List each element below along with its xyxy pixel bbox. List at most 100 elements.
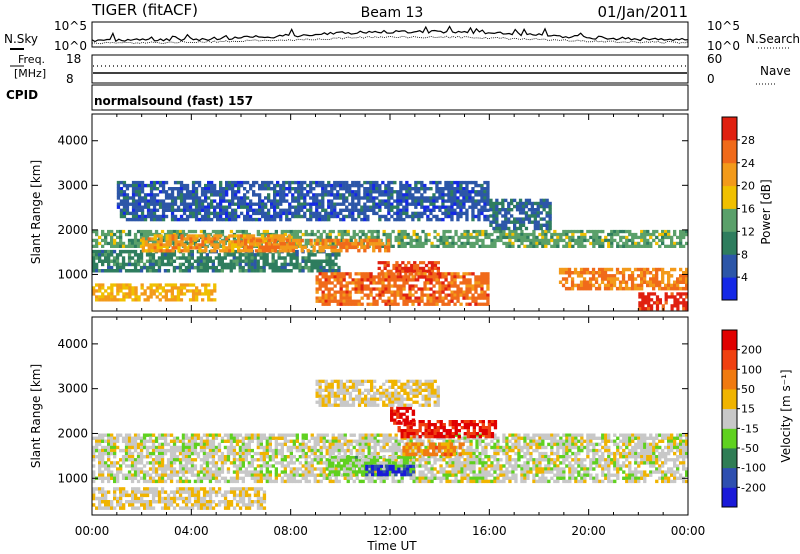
heatmap-cell [283, 259, 287, 263]
heatmap-cell [205, 467, 210, 471]
heatmap-cell [336, 238, 340, 243]
heatmap-cell [408, 296, 412, 300]
heatmap-cell [366, 208, 370, 212]
heatmap-cell [417, 202, 421, 206]
heatmap-cell [201, 298, 205, 302]
heatmap-cell [582, 286, 587, 291]
heatmap-cell [544, 244, 548, 248]
heatmap-cell [416, 269, 420, 273]
heatmap-cell [270, 180, 274, 185]
heatmap-cell [169, 445, 174, 450]
heatmap-cell [121, 244, 126, 248]
heatmap-cell [456, 296, 460, 300]
heatmap-cell [107, 445, 111, 450]
heatmap-cell [331, 439, 335, 443]
heatmap-cell [366, 287, 370, 291]
heatmap-cell [336, 302, 340, 306]
heatmap-cell [213, 205, 217, 209]
heatmap-cell [179, 183, 184, 188]
heatmap-cell [474, 180, 478, 185]
heatmap-cell [315, 290, 319, 294]
heatmap-cell [112, 269, 117, 273]
heatmap-cell [234, 211, 238, 216]
heatmap-cell [145, 451, 150, 456]
heatmap-cell [465, 187, 469, 191]
heatmap-cell [315, 214, 319, 219]
heatmap-cell [195, 243, 199, 247]
heatmap-cell [459, 205, 463, 209]
heatmap-cell [267, 196, 271, 200]
heatmap-cell [113, 241, 117, 246]
heatmap-cell [309, 211, 313, 216]
heatmap-cell [539, 201, 543, 206]
heatmap-cell [285, 208, 289, 212]
heatmap-cell [222, 199, 226, 203]
heatmap-cell [279, 196, 283, 200]
heatmap-cell [342, 187, 346, 191]
heatmap-cell [536, 204, 540, 209]
heatmap-cell [643, 271, 647, 275]
heatmap-cell [268, 455, 272, 459]
heatmap-cell [622, 229, 626, 234]
heatmap-cell [92, 448, 96, 453]
heatmap-cell [343, 436, 347, 440]
heatmap-cell [340, 238, 344, 243]
heatmap-cell [110, 436, 114, 440]
heatmap-cell [172, 265, 177, 270]
heatmap-cell [468, 196, 472, 200]
heatmap-cell [234, 180, 238, 185]
heatmap-cell [211, 229, 216, 234]
heatmap-cell [628, 232, 632, 237]
heatmap-cell [277, 451, 281, 456]
heatmap-cell [163, 442, 168, 447]
heatmap-cell [386, 275, 390, 279]
heatmap-cell [166, 461, 171, 465]
heatmap-cell [136, 436, 141, 440]
heatmap-cell [321, 199, 325, 203]
heatmap-cell [229, 265, 233, 270]
heatmap-cell [391, 229, 395, 234]
heatmap-cell [169, 470, 174, 474]
heatmap-cell [241, 470, 245, 474]
heatmap-cell [441, 275, 445, 279]
heatmap-cell [202, 439, 207, 443]
heatmap-cell [237, 190, 241, 194]
heatmap-cell [304, 458, 308, 462]
heatmap-cell [280, 445, 284, 450]
heatmap-cell [169, 455, 174, 459]
heatmap-cell [360, 242, 364, 246]
heatmap-cell [204, 283, 208, 287]
heatmap-cell [193, 433, 198, 437]
heatmap-cell [357, 196, 361, 200]
heatmap-cell [134, 298, 138, 302]
heatmap-cell [444, 272, 448, 276]
heatmap-cell [181, 448, 186, 453]
heatmap-cell [363, 214, 367, 219]
heatmap-cell [234, 208, 238, 212]
heatmap-cell [447, 211, 451, 216]
heatmap-cell [351, 281, 355, 285]
heatmap-cell [256, 259, 260, 263]
heatmap-cell [342, 196, 346, 200]
heatmap-cell [276, 193, 280, 197]
heatmap-cell [307, 470, 311, 474]
heatmap-cell [363, 211, 367, 216]
heatmap-cell [279, 183, 283, 188]
heatmap-cell [591, 267, 596, 272]
heatmap-cell [402, 208, 406, 212]
heatmap-cell [131, 208, 136, 212]
heatmap-cell [309, 238, 313, 243]
heatmap-cell [414, 290, 418, 294]
heatmap-cell [110, 445, 114, 450]
heatmap-cell [260, 237, 265, 241]
heatmap-cell [679, 280, 683, 284]
heatmap-cell [196, 256, 200, 260]
heatmap-cell [173, 187, 178, 191]
heatmap-cell [199, 262, 203, 267]
heatmap-cell [266, 234, 271, 238]
heatmap-cell [264, 180, 268, 185]
heatmap-cell [101, 238, 105, 243]
heatmap-cell [130, 442, 135, 447]
heatmap-cell [193, 467, 198, 471]
heatmap-cell [442, 229, 446, 234]
